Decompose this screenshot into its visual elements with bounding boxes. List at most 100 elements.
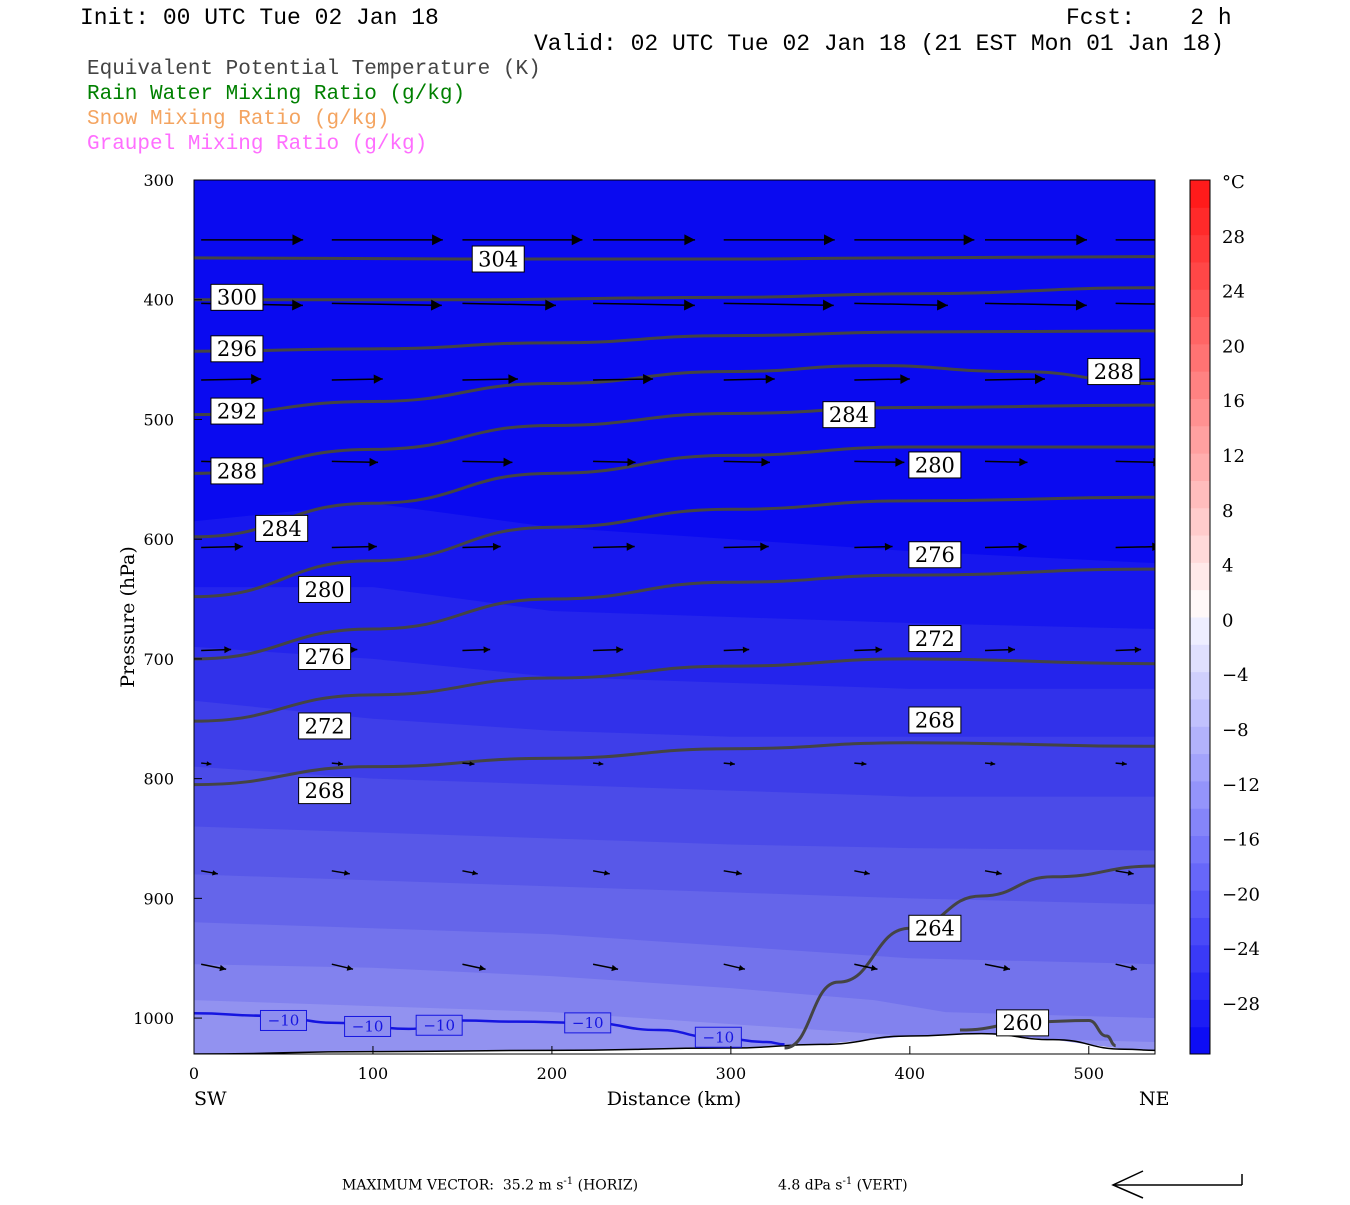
colorbar-tick-label: −8 <box>1222 720 1249 741</box>
theta-e-contour-label-box <box>908 706 962 734</box>
y-axis-tick-label: 900 <box>143 889 174 908</box>
wind-vector-head <box>492 542 501 551</box>
wind-vector-head <box>822 299 834 311</box>
theta-e-contour-label-box <box>210 335 264 363</box>
y-axis-tick-label: 500 <box>143 410 174 429</box>
wind-vector-head <box>472 870 478 876</box>
vert-label: (VERT) <box>856 1177 908 1194</box>
theta-e-contour-label: 300 <box>217 286 257 310</box>
wind-vector-head <box>1008 646 1015 654</box>
theta-e-contour-label-box <box>822 401 876 429</box>
theta-e-contour-line <box>194 255 1155 261</box>
sw-endpoint-label: SW <box>194 1088 227 1110</box>
max-vector-label: MAXIMUM VECTOR: 35.2 m s <box>342 1177 564 1194</box>
wind-vector-head <box>598 761 604 766</box>
wind-vector-head <box>1034 374 1045 385</box>
y-axis-tick-label: 300 <box>143 171 174 190</box>
vert-exponent: -1 <box>842 1176 853 1187</box>
theta-e-contour-label-box <box>210 283 264 311</box>
theta-e-contour-label: 280 <box>305 578 345 602</box>
colorbar-band <box>1190 398 1210 427</box>
colorbar-band <box>1190 780 1210 809</box>
colorbar-band <box>1190 261 1210 290</box>
theta-e-contour-label-box <box>298 777 352 805</box>
wind-vector-head <box>431 299 442 311</box>
wind-vector-head <box>350 646 358 653</box>
ne-endpoint-label: NE <box>1139 1088 1170 1110</box>
wind-vector-head <box>875 646 883 654</box>
wind-vector-head <box>346 964 354 971</box>
wind-vector-head <box>479 964 486 971</box>
colorbar-band <box>1190 371 1210 399</box>
wind-vector-head <box>761 457 770 467</box>
wind-vector-head <box>742 646 750 653</box>
colorbar-tick-label: 16 <box>1222 391 1245 412</box>
max-vector-note: MAXIMUM VECTOR: 35.2 m s-1 (HORIZ) <box>342 1176 638 1194</box>
temperature-contour-label-box <box>415 1014 463 1036</box>
theta-e-contour-label: 260 <box>1003 1011 1043 1035</box>
colorbar-tick-label: 20 <box>1222 336 1245 357</box>
wind-vector-head <box>627 458 636 467</box>
colorbar-band <box>1190 835 1210 864</box>
colorbar-band <box>1190 671 1210 700</box>
wind-vectors <box>201 234 1155 972</box>
wind-vector-head <box>292 234 304 246</box>
theta-e-contour-label: 292 <box>217 399 257 423</box>
wind-vector-head <box>234 542 243 551</box>
terrain-surface <box>194 1033 1155 1054</box>
wind-vector-head <box>373 374 383 384</box>
colorbar-band <box>1190 808 1210 836</box>
colorbar-tick-label: −24 <box>1222 939 1260 960</box>
wind-vector-head <box>643 374 654 385</box>
colorbar-band <box>1190 726 1210 755</box>
horiz-exponent: -1 <box>563 1176 574 1187</box>
terrain-line <box>194 1032 1155 1054</box>
colorbar-band <box>1190 589 1210 618</box>
wind-vector <box>201 378 262 381</box>
colorbar-band <box>1190 180 1210 208</box>
y-axis-tick-label: 800 <box>143 770 174 789</box>
wind-vector-head <box>1134 646 1142 653</box>
x-axis-tick-label: 500 <box>1074 1064 1105 1083</box>
colorbar-tick-label: −28 <box>1222 994 1260 1015</box>
wind-vector-head <box>483 646 491 654</box>
colorbar-band <box>1190 234 1210 263</box>
theta-e-contour-label-box <box>908 625 962 653</box>
theta-e-contour-label: 284 <box>262 517 302 541</box>
wind-vector-head <box>1076 234 1087 246</box>
y-axis-tick-label: 700 <box>143 650 174 669</box>
wind-vector-head <box>1127 870 1134 876</box>
temperature-contour-label-box <box>694 1026 742 1048</box>
temperature-contour-label: −10 <box>352 1018 384 1036</box>
wind-vector <box>593 302 695 307</box>
wind-vector-head <box>603 870 610 876</box>
theta-e-contour-line <box>194 364 1155 417</box>
axes: 0 100 200 300 400 500 300 400 500 600 700 800 900 100… <box>133 171 1104 1083</box>
colorbar-band <box>1190 753 1210 782</box>
theta-e-contour-label: 304 <box>478 247 518 271</box>
colorbar-tick-label: 0 <box>1222 610 1233 631</box>
temperature-contour-label-box <box>259 1009 307 1031</box>
y-axis-tick-label: 600 <box>143 530 174 549</box>
theta-e-contour-line <box>194 445 1155 539</box>
x-axis-title: Distance (km) <box>607 1088 742 1110</box>
wind-vector-head <box>895 457 905 467</box>
theta-e-contour-label-box <box>908 914 962 942</box>
contour-labels: 304 300 296 292 288 288 284 284 280 280 276 276 272 2… <box>210 245 1141 1048</box>
colorbar-band <box>1190 999 1210 1028</box>
forecast-hour: Fcst: 2 h <box>1066 5 1232 31</box>
temperature-contour-label: −10 <box>423 1017 455 1035</box>
wind-vector-head <box>861 761 867 767</box>
wind-vector-head <box>368 542 377 552</box>
colorbar-band <box>1190 644 1210 673</box>
init-time: Init: 00 UTC Tue 02 Jan 18 <box>80 5 439 31</box>
y-axis-tick-label: 1000 <box>133 1009 174 1028</box>
colorbar-tick-label: 12 <box>1222 446 1245 467</box>
x-axis-tick-label: 200 <box>537 1064 568 1083</box>
wind-vector-head <box>990 761 996 766</box>
temperature-contour-label: −10 <box>703 1028 735 1046</box>
wind-vector <box>984 302 1087 307</box>
wind-vector-head <box>206 761 212 766</box>
colorbar-band <box>1190 535 1210 563</box>
vert-vector-note: 4.8 dPa s-1 (VERT) <box>778 1176 908 1194</box>
